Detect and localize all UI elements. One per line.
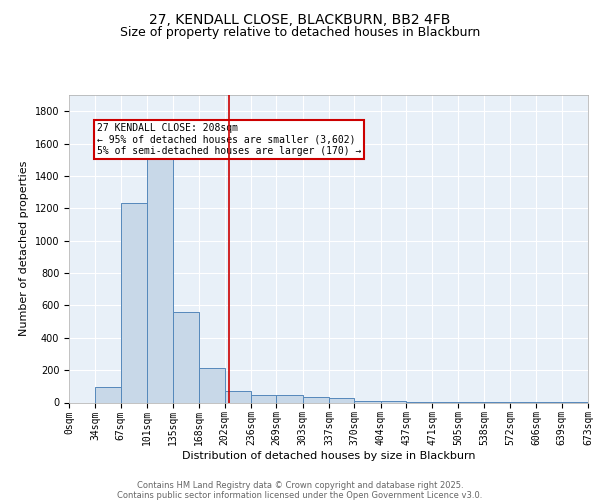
- Bar: [302, 397, 329, 402]
- Text: Size of property relative to detached houses in Blackburn: Size of property relative to detached ho…: [120, 26, 480, 39]
- Text: 27, KENDALL CLOSE, BLACKBURN, BB2 4FB: 27, KENDALL CLOSE, BLACKBURN, BB2 4FB: [149, 12, 451, 26]
- Bar: [173, 312, 199, 402]
- Bar: [147, 140, 173, 402]
- Bar: [225, 391, 251, 402]
- Text: 27 KENDALL CLOSE: 208sqm
← 95% of detached houses are smaller (3,602)
5% of semi: 27 KENDALL CLOSE: 208sqm ← 95% of detach…: [97, 122, 361, 156]
- Bar: [251, 395, 277, 402]
- Bar: [121, 204, 147, 402]
- Bar: [199, 368, 225, 402]
- X-axis label: Distribution of detached houses by size in Blackburn: Distribution of detached houses by size …: [182, 451, 475, 461]
- Bar: [355, 400, 380, 402]
- Bar: [277, 395, 302, 402]
- Y-axis label: Number of detached properties: Number of detached properties: [19, 161, 29, 336]
- Text: Contains public sector information licensed under the Open Government Licence v3: Contains public sector information licen…: [118, 491, 482, 500]
- Bar: [95, 387, 121, 402]
- Bar: [380, 401, 406, 402]
- Bar: [329, 398, 355, 402]
- Text: Contains HM Land Registry data © Crown copyright and database right 2025.: Contains HM Land Registry data © Crown c…: [137, 481, 463, 490]
